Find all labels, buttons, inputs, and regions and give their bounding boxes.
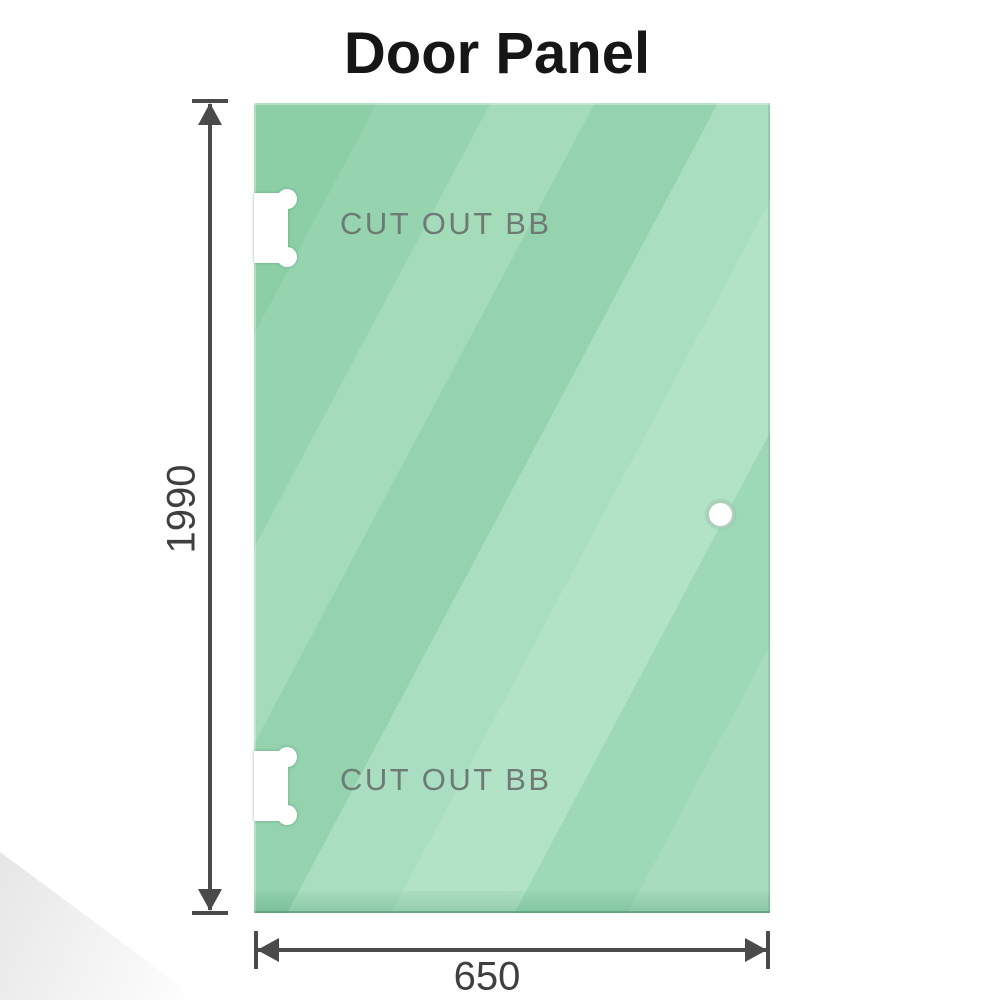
width-dimension-arrow-icon [254, 931, 770, 969]
height-dimension-arrow-icon [192, 99, 228, 915]
corner-shading [0, 852, 200, 1000]
glass-panel: CUT OUT BB CUT OUT BB [254, 103, 770, 913]
cutout-label-bottom: CUT OUT BB [340, 762, 552, 797]
hinge-cutout-top-icon [254, 189, 297, 267]
page-title: Door Panel [343, 21, 651, 86]
height-dimension-value: 1990 [159, 464, 204, 554]
cutout-label-top: CUT OUT BB [340, 206, 552, 241]
handle-hole-icon [706, 500, 735, 529]
hinge-cutout-bottom-icon [254, 747, 297, 825]
width-dimension-value: 650 [453, 954, 521, 999]
